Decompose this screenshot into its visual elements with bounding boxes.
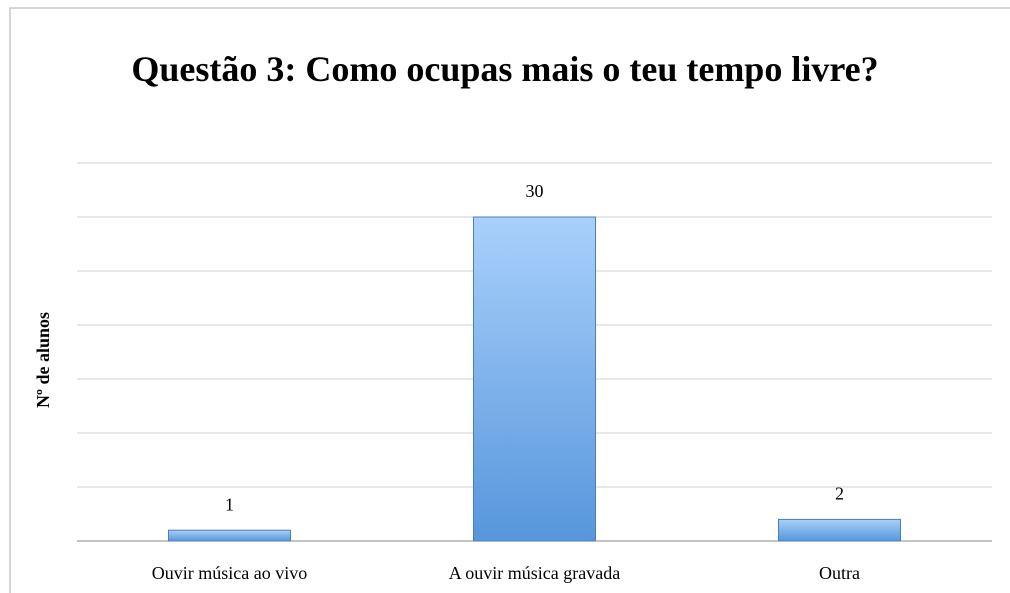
x-tick-label: Outra bbox=[819, 563, 860, 583]
y-axis-label: Nº de alunos bbox=[33, 312, 53, 408]
data-label: 1 bbox=[225, 494, 234, 514]
chart-frame bbox=[9, 7, 1010, 593]
data-label: 2 bbox=[835, 484, 844, 504]
bar bbox=[473, 216, 596, 542]
x-tick-label: Ouvir música ao vivo bbox=[152, 563, 307, 583]
x-tick-label: A ouvir música gravada bbox=[449, 563, 620, 583]
chart-title: Questão 3: Como ocupas mais o teu tempo … bbox=[131, 49, 879, 89]
bar bbox=[778, 518, 901, 542]
bar bbox=[168, 529, 291, 542]
data-label: 30 bbox=[526, 181, 544, 201]
